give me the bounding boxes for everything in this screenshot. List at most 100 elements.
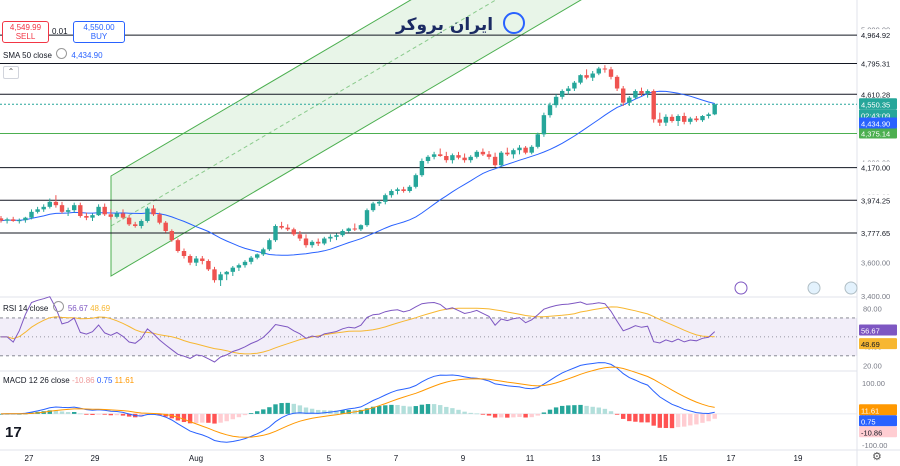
candle-body — [285, 227, 290, 230]
candle-body — [267, 240, 272, 250]
candle-body — [126, 217, 132, 225]
candle-body — [700, 116, 705, 121]
event-icons[interactable] — [734, 281, 858, 295]
candle-body — [316, 241, 321, 244]
macd-histogram-bar — [523, 413, 528, 418]
macd-histogram-bar — [511, 413, 516, 418]
candle-body — [675, 116, 681, 121]
macd-histogram-bar — [90, 413, 95, 415]
us-flag-icon[interactable] — [807, 281, 821, 295]
macd-histogram-bar — [126, 413, 132, 417]
macd-histogram-bar — [627, 413, 632, 422]
candle-body — [346, 228, 351, 231]
macd-histogram-bar — [578, 404, 583, 414]
candle-body — [291, 229, 296, 235]
candle-body — [212, 269, 217, 281]
candle-body — [553, 96, 559, 106]
time-tick-label: 7 — [394, 454, 399, 463]
logo-text: ایران بروکر — [396, 15, 494, 35]
macd-histogram-bar — [505, 413, 510, 418]
settings-icon[interactable] — [56, 48, 68, 59]
sell-label: SELL — [15, 32, 36, 41]
buy-label: BUY — [90, 32, 108, 41]
candle-body — [389, 191, 394, 196]
macd-histogram-bar — [462, 411, 467, 414]
buy-button[interactable]: 4,550.00 BUY — [73, 21, 125, 43]
candle-body — [236, 265, 242, 268]
time-tick-label: 9 — [461, 454, 466, 463]
sma-50-line — [0, 90, 715, 256]
macd-histogram-bar — [377, 406, 382, 414]
macd-histogram-bar — [389, 404, 394, 414]
rsi-ma-line — [1, 306, 715, 355]
candle-body — [47, 201, 52, 207]
sma-legend[interactable]: SMA 50 close 4,434.90 — [3, 48, 103, 60]
time-tick-label: 27 — [25, 454, 34, 463]
price-axis[interactable]: 3,400.003,600.003,800.004,000.004,200.00… — [859, 25, 897, 450]
macd-histogram-bar — [291, 403, 296, 414]
candle-body — [492, 156, 498, 166]
macd-histogram-bar — [413, 406, 418, 414]
macd-hist-value-label-bg — [859, 426, 897, 438]
time-tick-label: 13 — [592, 454, 601, 463]
macd-histogram-bar — [322, 410, 327, 414]
macd-histogram-bar — [541, 412, 547, 414]
candle-body — [29, 211, 34, 218]
macd-histogram-bar — [206, 413, 211, 423]
event-lightning-icon[interactable] — [734, 281, 748, 295]
candle-body — [334, 235, 339, 237]
chart-settings-icon[interactable]: ⚙ — [872, 451, 882, 463]
rsi-value-label: 56.67 — [861, 327, 880, 336]
sell-price: 4,549.99 — [9, 23, 42, 32]
rsi-legend-ma-value: 48.69 — [90, 304, 111, 313]
sell-button[interactable]: 4,549.99 SELL — [2, 21, 49, 43]
macd-histogram-bar — [499, 413, 504, 418]
collapse-legend-button[interactable]: ⌃ — [3, 66, 19, 79]
macd-legend[interactable]: MACD 12 26 close -10.86 0.75 11.61 — [3, 376, 134, 385]
candle-body — [23, 217, 28, 221]
candle-body — [401, 189, 406, 191]
rsi-legend[interactable]: RSI 14 close 56.67 48.69 — [3, 301, 110, 313]
rsi-legend-label: RSI 14 close — [3, 304, 49, 313]
macd-histogram-bar — [212, 413, 217, 424]
candle-body — [560, 91, 565, 97]
macd-histogram-bar — [370, 406, 376, 414]
candle-body — [523, 147, 528, 153]
macd-histogram-bar — [72, 412, 77, 414]
macd-histogram-bar — [468, 412, 473, 414]
candle-body — [468, 156, 473, 161]
macd-histogram-bar — [84, 413, 89, 415]
macd-histogram-bar — [700, 413, 705, 423]
macd-histogram-bar — [96, 413, 101, 415]
macd-histogram-bar — [120, 413, 126, 416]
macd-legend-label: MACD 12 26 close — [3, 376, 70, 385]
candle-body — [297, 234, 303, 239]
candle-body — [157, 214, 162, 223]
macd-histogram-bar — [383, 405, 388, 414]
macd-histogram-bar — [285, 402, 290, 414]
candle-body — [84, 216, 89, 218]
tradingview-logo-icon[interactable]: 17 — [5, 424, 22, 441]
macd-histogram-bar — [596, 407, 601, 414]
candle-body — [657, 119, 662, 123]
macd-hist-value-label: -10.86 — [861, 428, 882, 437]
macd-histogram-bar — [346, 409, 351, 414]
candle-body — [529, 146, 534, 153]
settings-icon[interactable] — [52, 301, 64, 312]
candle-body — [486, 154, 492, 157]
macd-histogram-bar — [535, 413, 540, 416]
macd-histogram-bar — [187, 413, 193, 424]
us-flag-icon[interactable] — [844, 281, 858, 295]
candle-body — [358, 225, 364, 230]
candle-body — [145, 208, 150, 221]
candle-body — [480, 151, 486, 155]
rsi-legend-value: 56.67 — [67, 304, 88, 313]
candle-body — [114, 213, 120, 217]
candle-body — [273, 226, 278, 241]
time-axis[interactable]: 27 29 Aug 3 5 7 9 11 13 15 17 19 — [25, 454, 803, 463]
candle-body — [535, 134, 540, 147]
candle-body — [639, 91, 644, 94]
time-tick-label: Aug — [189, 454, 203, 463]
candle-body — [694, 118, 699, 121]
